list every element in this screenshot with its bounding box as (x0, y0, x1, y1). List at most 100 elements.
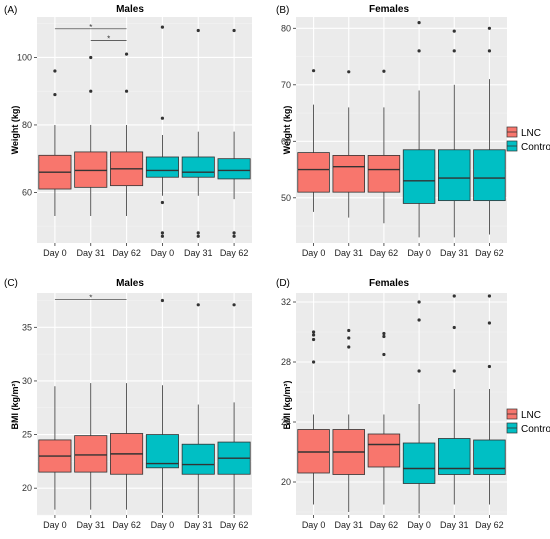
box-body (402, 149, 436, 204)
outlier-point (311, 360, 316, 364)
box-6 (217, 28, 251, 238)
outlier-point (232, 28, 236, 33)
box-5 (438, 294, 471, 505)
outlier-point (160, 234, 165, 238)
x-tick-label: Day 62 (475, 248, 504, 258)
y-tick-label: 24 (281, 417, 291, 427)
x-tick-label: Day 62 (370, 520, 399, 530)
x-tick-label: Day 62 (112, 520, 141, 530)
x-tick-label: Day 62 (220, 248, 249, 258)
x-tick-label: Day 62 (370, 248, 399, 258)
panel-a: (A) Males Weight (kg) 60 80 100 * * Day 0 Day … (4, 4, 252, 258)
box-2 (74, 383, 108, 510)
significance-star: * (89, 293, 92, 302)
legend-label-lnc: LNC (521, 128, 541, 139)
outlier-point (347, 328, 351, 333)
outlier-point (487, 49, 492, 53)
outlier-point (452, 325, 456, 330)
box-1 (38, 69, 72, 217)
panel-b: (B) Females Weight (kg) 50 60 70 80 Day 0 Day… (276, 4, 507, 258)
box-3 (110, 52, 144, 217)
y-tick-label: 25 (22, 430, 32, 440)
x-tick-label: Day 62 (220, 520, 249, 530)
outlier-point (417, 369, 421, 373)
x-tick-label: Day 0 (407, 520, 431, 530)
box-body (181, 156, 215, 178)
outlier-point (452, 294, 456, 298)
box-4 (145, 25, 179, 238)
box-body (217, 158, 251, 180)
legend-label-lnc: LNC (521, 410, 541, 421)
x-tick-label: Day 0 (302, 248, 326, 258)
panel-label-d: (D) (276, 278, 290, 289)
box-body (145, 156, 179, 178)
y-tick-label: 100 (17, 52, 32, 62)
x-tick-label: Day 31 (76, 520, 105, 530)
plot-area-a: 60 80 100 * * Day 0 Day 31 Day 62 Day 0 Day 31 Day… (17, 17, 252, 258)
box-4 (402, 300, 436, 514)
y-tick-label: 28 (281, 357, 291, 367)
y-axis-label-d: BMI (kg/m²) (282, 381, 292, 430)
box-6 (473, 26, 506, 235)
x-tick-label: Day 31 (184, 248, 213, 258)
outlier-point (124, 89, 129, 93)
box-4 (145, 298, 179, 513)
box-2 (74, 55, 108, 217)
outlier-point (196, 234, 200, 238)
y-tick-label: 80 (281, 23, 291, 33)
panel-background (37, 293, 252, 515)
panel-label-b: (B) (276, 5, 289, 16)
y-tick-label: 30 (22, 376, 32, 386)
outlier-point (417, 318, 421, 322)
panel-label-a: (A) (4, 5, 17, 16)
legend-label-control: Control (521, 424, 550, 435)
outlier-point (417, 21, 421, 25)
box-body (74, 435, 108, 473)
outlier-point (53, 69, 57, 73)
box-2 (332, 328, 365, 512)
outlier-point (196, 28, 200, 33)
legend-bottom: LNC Control (506, 408, 550, 435)
outlier-point (452, 49, 456, 53)
outlier-point (487, 26, 492, 30)
box-body (74, 151, 108, 188)
y-tick-label: 80 (22, 120, 32, 130)
outlier-point (417, 300, 421, 304)
box-body (438, 149, 471, 202)
significance-star: * (89, 23, 92, 32)
outlier-point (347, 70, 351, 74)
outlier-point (487, 321, 492, 325)
y-tick-label: 50 (281, 193, 291, 203)
outlier-point (382, 69, 386, 73)
plot-area-b: 50 60 70 80 Day 0 Day 31 Day 62 Day 0 Day 31 Day … (281, 17, 507, 258)
box-1 (38, 386, 72, 510)
outlier-point (160, 25, 165, 29)
y-axis-label-a: Weight (kg) (10, 106, 20, 155)
panel-title-d: Females (369, 278, 409, 289)
box-1 (297, 330, 330, 505)
panel-c: (C) Males BMI (kg/m²) 20 25 30 35 * Day 0 Day … (4, 278, 252, 530)
box-2 (332, 70, 365, 218)
box-6 (473, 294, 506, 505)
x-tick-label: Day 62 (475, 520, 504, 530)
y-tick-label: 70 (281, 80, 291, 90)
outlier-point (53, 92, 57, 97)
outlier-point (232, 234, 236, 238)
outlier-point (196, 303, 200, 307)
panel-background (296, 293, 507, 515)
outlier-point (89, 89, 93, 93)
outlier-point (382, 352, 386, 357)
outlier-point (382, 331, 386, 336)
panel-title-a: Males (116, 4, 144, 15)
outlier-point (311, 333, 316, 337)
box-body (473, 439, 506, 475)
x-tick-label: Day 62 (112, 248, 141, 258)
outlier-point (311, 330, 316, 334)
outlier-point (160, 200, 165, 205)
plot-area-c: 20 25 30 35 * Day 0 Day 31 Day 62 Day 0 Day 31 Day… (22, 293, 252, 530)
outlier-point (232, 231, 236, 235)
outlier-point (311, 69, 316, 73)
x-tick-label: Day 31 (334, 520, 363, 530)
outlier-point (311, 337, 316, 342)
